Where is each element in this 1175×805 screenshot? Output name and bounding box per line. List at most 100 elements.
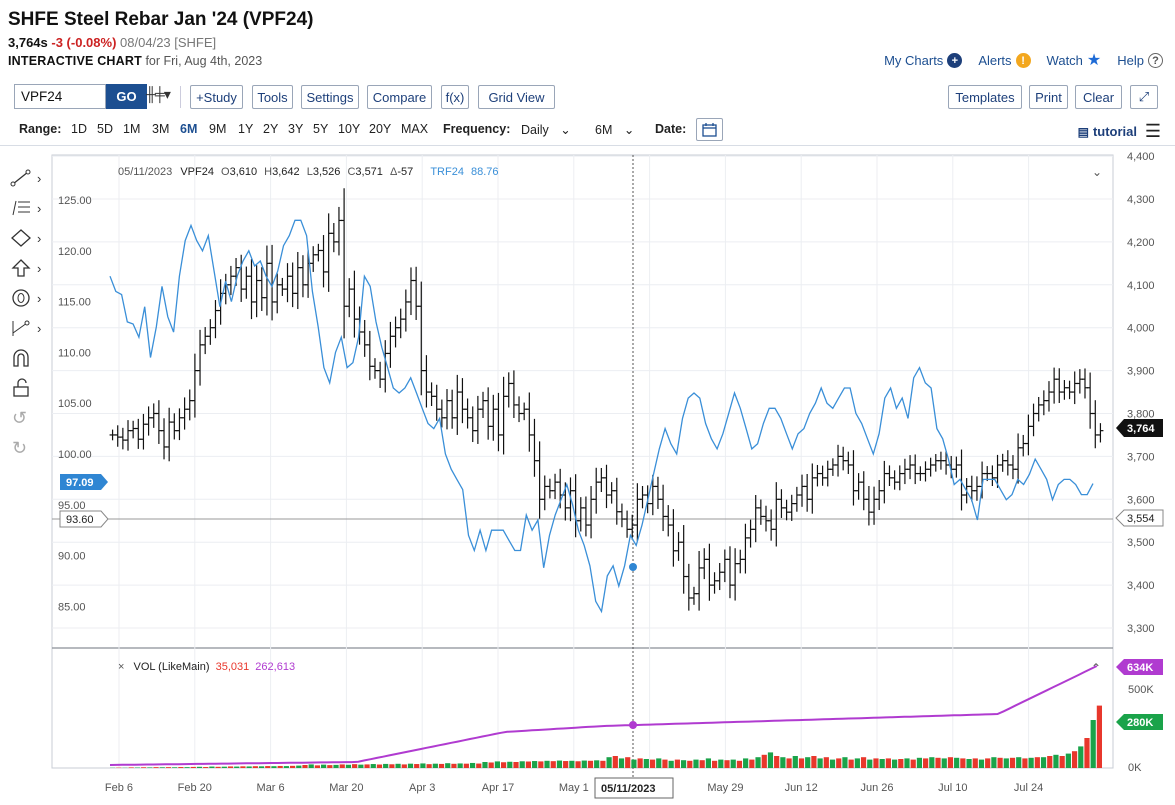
volume-bar <box>469 762 476 768</box>
volume-bar <box>656 758 662 768</box>
volume-bar <box>643 759 649 768</box>
volume-bar <box>271 766 277 768</box>
expand-icon[interactable]: ⤢ <box>1130 85 1158 109</box>
clear-button[interactable]: Clear <box>1075 85 1122 109</box>
plus-icon: + <box>947 53 963 68</box>
help-link[interactable]: Help ? <box>1117 53 1163 68</box>
ohlc-bar <box>721 549 728 583</box>
range-9m[interactable]: 9M <box>209 122 227 136</box>
left-axis-tick: 120.00 <box>58 246 92 258</box>
volume-bar <box>829 759 836 768</box>
range-max[interactable]: MAX <box>401 122 429 136</box>
range-6m[interactable]: 6M <box>180 122 198 136</box>
ohlc-bar <box>696 550 703 611</box>
ohlc-bar <box>335 206 342 256</box>
symbol-input[interactable] <box>14 84 106 109</box>
volume-bar <box>1084 738 1090 768</box>
range-1y[interactable]: 1Y <box>238 122 254 136</box>
line-tool[interactable]: › <box>10 166 50 190</box>
volume-bar <box>1059 756 1065 768</box>
chevron-up-icon[interactable]: ⌃ <box>1091 661 1101 675</box>
volume-bar <box>172 767 178 768</box>
volume-bar <box>625 757 631 768</box>
ohlc-bar <box>804 473 811 512</box>
range-10y[interactable]: 10Y <box>338 122 361 136</box>
ohlc-bar <box>716 563 723 591</box>
volume-bar <box>929 757 935 768</box>
period-select[interactable]: 6M ⌄ <box>595 122 634 137</box>
templates-button[interactable]: Templates <box>948 85 1022 109</box>
grid-view-button[interactable]: Grid View <box>478 85 555 109</box>
range-2y[interactable]: 2Y <box>263 122 279 136</box>
menu-icon[interactable]: ☰ <box>1144 121 1161 141</box>
volume-bar <box>972 758 978 768</box>
ohlc-bar <box>397 308 404 339</box>
watch-link[interactable]: Watch ★ <box>1047 52 1102 68</box>
volume-bar <box>525 761 532 768</box>
annotation-tool[interactable]: › <box>10 286 50 310</box>
volume-bar <box>736 760 743 768</box>
range-3m[interactable]: 3M <box>152 122 170 136</box>
ohlc-bar <box>310 246 317 272</box>
close-study-icon: × <box>118 661 124 673</box>
chart-frame <box>51 154 1114 769</box>
volume-bar <box>954 757 960 768</box>
bar-type-icon[interactable]: ╫╪▾ <box>146 86 171 102</box>
frequency-select[interactable]: Daily ⌄ <box>521 122 571 137</box>
magnet-tool[interactable] <box>10 346 50 370</box>
my-charts-link[interactable]: My Charts + <box>884 53 963 68</box>
right-axis-tick: 3,900 <box>1127 366 1155 378</box>
chevron-down-icon[interactable]: ⌄ <box>1092 165 1102 179</box>
calendar-button[interactable] <box>696 118 723 141</box>
ohlc-readout: 05/11/2023 VPF24 O3,610 H3,642 L3,526 C3… <box>118 166 499 178</box>
alerts-label: Alerts <box>978 53 1012 68</box>
x-axis-tick: Mar 20 <box>329 782 363 794</box>
range-5d[interactable]: 5D <box>97 122 113 136</box>
ohlc-bar <box>989 465 996 487</box>
volume-bar <box>147 767 153 768</box>
ohlc-bar <box>125 420 132 451</box>
study-button[interactable]: +Study <box>190 85 243 109</box>
fib-tool[interactable]: › <box>10 196 50 220</box>
volume-bar <box>203 767 209 768</box>
svg-text:3,764: 3,764 <box>1127 423 1155 435</box>
volume-bar <box>246 766 252 768</box>
ohlc-bar <box>660 484 667 532</box>
ohlc-bar <box>886 465 893 487</box>
ohlc-bar <box>773 482 780 547</box>
ohlc-bar <box>953 456 960 478</box>
print-button[interactable]: Print <box>1029 85 1068 109</box>
range-1d[interactable]: 1D <box>71 122 87 136</box>
volume-bar <box>376 764 383 768</box>
shape-tool[interactable]: › <box>10 226 50 250</box>
undo-tool[interactable]: ↺ <box>10 406 50 430</box>
tools-button[interactable]: Tools <box>252 85 293 109</box>
volume-bar <box>724 760 730 768</box>
ohlc-bar <box>155 400 162 444</box>
range-3y[interactable]: 3Y <box>288 122 304 136</box>
settings-button[interactable]: Settings <box>301 85 359 109</box>
range-1m[interactable]: 1M <box>123 122 141 136</box>
unlock-icon <box>13 378 29 397</box>
volume-bar <box>693 759 699 768</box>
ohlc-bar <box>433 384 440 421</box>
measure-tool[interactable]: › <box>10 316 50 340</box>
arrow-tool[interactable]: › <box>10 256 50 280</box>
range-bar: Range: 1D 5D 1M 3M 6M 9M 1Y 2Y 3Y 5Y 10Y… <box>19 118 1163 142</box>
volume-bar <box>445 763 451 768</box>
tag-vol-last: 280K <box>1116 714 1163 730</box>
go-button[interactable]: GO <box>106 84 147 109</box>
fx-button[interactable]: f(x) <box>441 85 469 109</box>
tutorial-link[interactable]: ▤ tutorial <box>1078 124 1137 139</box>
lock-tool[interactable] <box>10 376 50 400</box>
redo-tool[interactable]: ↻ <box>10 436 50 460</box>
ohlc-bar <box>943 451 950 475</box>
alerts-link[interactable]: Alerts ! <box>978 53 1031 68</box>
ohlc-bar <box>1015 433 1022 484</box>
compare-button[interactable]: Compare <box>367 85 432 109</box>
alert-icon: ! <box>1015 53 1031 68</box>
range-5y[interactable]: 5Y <box>313 122 329 136</box>
range-20y[interactable]: 20Y <box>369 122 392 136</box>
volume-bar <box>1003 758 1009 768</box>
